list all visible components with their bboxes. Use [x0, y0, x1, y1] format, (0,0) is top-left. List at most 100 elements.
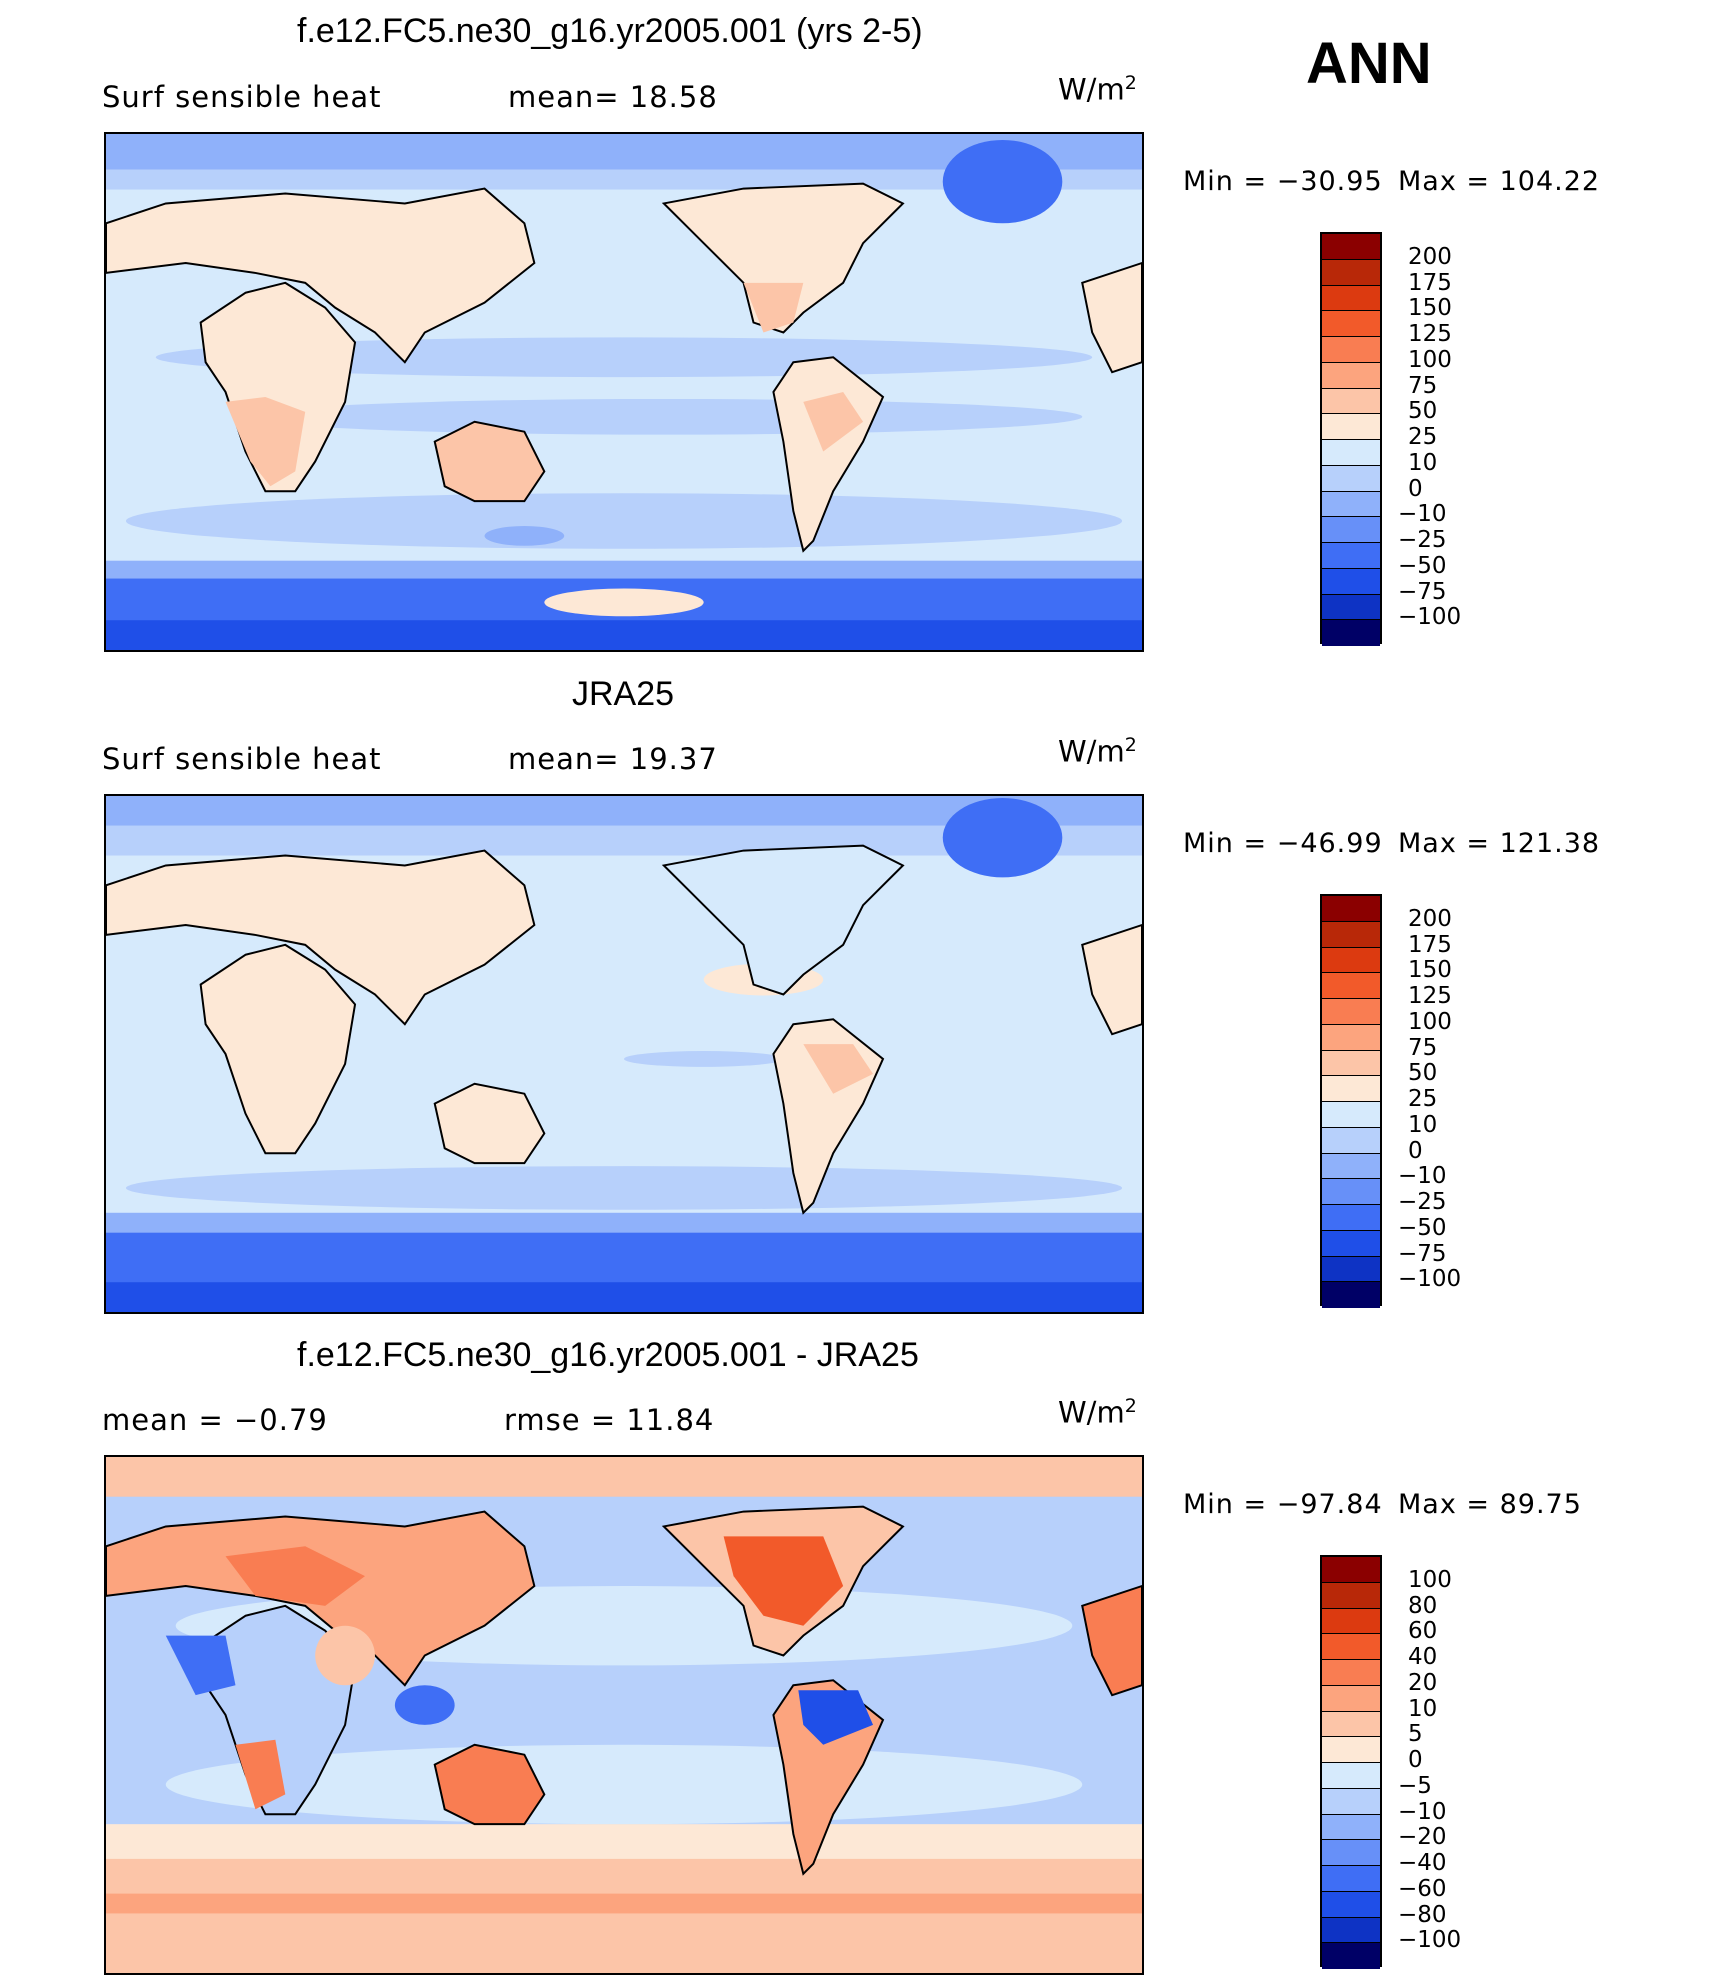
panel-1-title: f.e12.FC5.ne30_g16.yr2005.001 (yrs 2-5) [297, 12, 923, 50]
panel-2-units: W/m2 [1058, 734, 1137, 769]
colorbar-tick-label: −75 [1398, 1240, 1447, 1267]
panel-3-map-svg [106, 1457, 1142, 1973]
colorbar-tick-label: −60 [1398, 1875, 1447, 1902]
colorbar-tick-label: 10 [1408, 1111, 1438, 1138]
colorbar-swatch [1322, 1917, 1380, 1944]
colorbar-swatch [1322, 1230, 1380, 1257]
panel-1-map [104, 132, 1144, 652]
colorbar-swatch [1322, 999, 1380, 1025]
colorbar-swatch [1322, 1866, 1380, 1892]
colorbar-tick-label: −100 [1398, 1927, 1462, 1954]
colorbar-swatch [1322, 620, 1380, 646]
colorbar-swatch [1322, 465, 1380, 492]
colorbar-swatch [1322, 594, 1380, 621]
panel-2-map [104, 794, 1144, 1314]
panel-2-center-label: mean= 19.37 [508, 742, 718, 776]
colorbar-tick-label: 175 [1408, 931, 1452, 958]
colorbar-tick-label: −25 [1398, 527, 1447, 553]
colorbar-swatch [1322, 388, 1380, 415]
colorbar-swatch [1322, 1634, 1380, 1660]
colorbar-swatch [1322, 1282, 1380, 1308]
colorbar-swatch [1322, 1685, 1380, 1712]
colorbar-tick-label: 150 [1408, 295, 1452, 322]
panel-2-left-label: Surf sensible heat [102, 742, 382, 776]
colorbar-swatch [1322, 1076, 1380, 1102]
colorbar-tick-label: 10 [1408, 449, 1438, 476]
colorbar-tick-label: 40 [1408, 1644, 1438, 1670]
panel-2-title: JRA25 [572, 675, 675, 713]
panel-2-map-svg [106, 796, 1142, 1312]
colorbar-swatch [1322, 1943, 1380, 1969]
colorbar-tick-label: 60 [1408, 1618, 1438, 1645]
colorbar-swatch [1322, 311, 1380, 337]
colorbar-tick-label: 50 [1408, 1060, 1438, 1087]
colorbar-tick-label: 200 [1408, 243, 1452, 270]
colorbar-swatch [1322, 1557, 1380, 1583]
colorbar-tick-label: 80 [1408, 1592, 1438, 1619]
colorbar-swatch [1322, 440, 1380, 466]
colorbar-swatch [1322, 1788, 1380, 1815]
colorbar-tick-label: −75 [1398, 578, 1447, 605]
colorbar-tick-label: 75 [1408, 372, 1438, 399]
colorbar-swatch [1322, 1891, 1380, 1918]
panel-3-colorbar [1320, 1555, 1382, 1969]
panel-2-min: Min = −46.99 [1183, 828, 1383, 859]
colorbar-swatch [1322, 234, 1380, 260]
colorbar-tick-label: 10 [1408, 1695, 1438, 1722]
colorbar-swatch [1322, 1711, 1380, 1738]
colorbar-swatch [1322, 1763, 1380, 1789]
colorbar-swatch [1322, 1660, 1380, 1686]
colorbar-tick-label: −100 [1398, 1266, 1462, 1293]
colorbar-swatch [1322, 259, 1380, 286]
colorbar-swatch [1322, 1205, 1380, 1231]
colorbar-swatch [1322, 1608, 1380, 1635]
colorbar-tick-label: 100 [1408, 346, 1452, 373]
colorbar-tick-label: 100 [1408, 1008, 1452, 1035]
panel-3-min: Min = −97.84 [1183, 1489, 1383, 1520]
colorbar-swatch [1322, 1050, 1380, 1077]
colorbar-tick-label: −10 [1398, 1798, 1447, 1825]
colorbar-tick-label: 25 [1408, 424, 1438, 450]
colorbar-swatch [1322, 285, 1380, 312]
colorbar-swatch [1322, 543, 1380, 569]
colorbar-tick-label: 50 [1408, 398, 1438, 425]
panel-3-center-label: rmse = 11.84 [504, 1403, 715, 1437]
colorbar-swatch [1322, 337, 1380, 363]
colorbar-swatch [1322, 568, 1380, 595]
colorbar-swatch [1322, 517, 1380, 543]
panel-1-center-label: mean= 18.58 [508, 80, 718, 114]
colorbar-tick-label: 75 [1408, 1034, 1438, 1061]
colorbar-swatch [1322, 896, 1380, 922]
panel-3-units: W/m2 [1058, 1395, 1137, 1430]
colorbar-swatch [1322, 414, 1380, 440]
panel-3-max: Max = 89.75 [1398, 1489, 1582, 1520]
colorbar-tick-label: −80 [1398, 1901, 1447, 1928]
colorbar-tick-label: −50 [1398, 552, 1447, 579]
colorbar-tick-label: 125 [1408, 321, 1452, 347]
colorbar-tick-label: −10 [1398, 1163, 1447, 1190]
colorbar-swatch [1322, 921, 1380, 948]
colorbar-tick-label: −40 [1398, 1850, 1447, 1876]
panel-1-map-svg [106, 134, 1142, 650]
colorbar-swatch [1322, 973, 1380, 999]
colorbar-swatch [1322, 1153, 1380, 1180]
panel-1-left-label: Surf sensible heat [102, 80, 382, 114]
colorbar-tick-label: 150 [1408, 957, 1452, 984]
colorbar-tick-label: 125 [1408, 983, 1452, 1009]
panel-1-min: Min = −30.95 [1183, 166, 1383, 197]
colorbar-swatch [1322, 1256, 1380, 1283]
panel-1-units: W/m2 [1058, 72, 1137, 107]
colorbar-swatch [1322, 1024, 1380, 1051]
season-label: ANN [1306, 31, 1432, 96]
colorbar-tick-label: −10 [1398, 501, 1447, 528]
colorbar-tick-label: 0 [1408, 475, 1423, 502]
colorbar-swatch [1322, 1179, 1380, 1205]
colorbar-tick-label: −100 [1398, 604, 1462, 631]
colorbar-tick-label: −50 [1398, 1214, 1447, 1241]
panel-2-colorbar [1320, 894, 1382, 1308]
colorbar-tick-label: 200 [1408, 905, 1452, 932]
panel-1-max: Max = 104.22 [1398, 166, 1601, 197]
colorbar-tick-label: −20 [1398, 1824, 1447, 1851]
colorbar-swatch [1322, 362, 1380, 389]
colorbar-swatch [1322, 1127, 1380, 1154]
